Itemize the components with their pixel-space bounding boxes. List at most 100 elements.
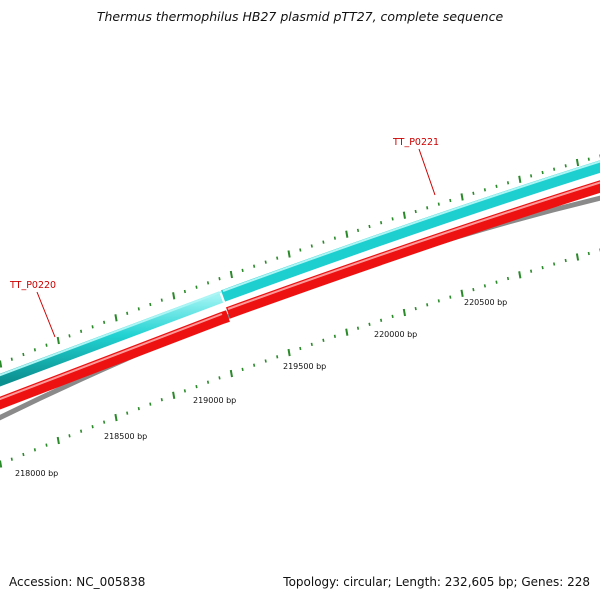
- inner-scale-tick: [33, 448, 36, 452]
- outer-scale-tick: [126, 311, 129, 315]
- inner-scale-tick: [368, 322, 371, 326]
- outer-scale-tick: [45, 343, 48, 347]
- inner-scale-tick: [10, 457, 13, 461]
- outer-scale-tick: [495, 184, 498, 188]
- inner-scale-tick: [575, 253, 580, 261]
- gene-forward-tt-p0220[interactable]: [0, 291, 224, 387]
- outer-scale-tick: [414, 209, 417, 214]
- inner-scale-tick: [80, 429, 83, 433]
- inner-scale-tick: [402, 308, 406, 317]
- scale-label-219500: 219500 bp: [283, 362, 326, 371]
- outer-scale-tick: [518, 175, 522, 183]
- inner-scale-tick: [183, 389, 186, 393]
- inner-scale-tick: [172, 391, 176, 399]
- gene-forward-highlight: [0, 291, 222, 377]
- outer-scale-tick: [56, 336, 60, 345]
- inner-scale-tick: [264, 359, 267, 363]
- inner-scale-tick: [391, 314, 394, 319]
- outer-scale-tick: [564, 164, 567, 168]
- gene-label-tt-p0220[interactable]: TT_P0220: [9, 280, 56, 291]
- outer-scale-tick: [472, 191, 475, 195]
- inner-scale-tick: [506, 276, 510, 281]
- inner-scale-tick: [253, 363, 256, 367]
- outer-scale-tick: [137, 307, 140, 311]
- outer-scale-tick: [402, 211, 406, 219]
- outer-scale-tick: [287, 250, 291, 258]
- inner-scale-tick: [195, 384, 198, 389]
- gene-reverse-tt-p0220[interactable]: [0, 310, 230, 410]
- outer-scale-tick: [160, 298, 163, 302]
- outer-scale-tick: [380, 221, 383, 225]
- inner-scale-tick: [483, 284, 486, 288]
- outer-scale-tick: [183, 289, 186, 294]
- outer-scale-tick: [449, 198, 452, 203]
- inner-scale-tick: [460, 289, 464, 297]
- outer-scale-tick: [575, 158, 580, 167]
- outer-scale-tick: [241, 268, 244, 273]
- outer-scale-tick: [553, 167, 556, 171]
- inner-scale-tick: [553, 262, 556, 266]
- inner-scale-ticks: [0, 248, 600, 468]
- inner-scale-tick: [437, 299, 440, 303]
- scale-label-218000: 218000 bp: [15, 469, 58, 478]
- inner-scale-tick: [126, 411, 129, 415]
- outer-scale-tick: [172, 292, 176, 300]
- outer-scale-tick: [345, 230, 349, 238]
- outer-scale-tick: [229, 270, 233, 279]
- inner-scale-tick: [276, 355, 279, 359]
- inner-scale-tick: [45, 443, 48, 447]
- label-leader-tt-p0220: [36, 291, 56, 338]
- outer-scale-ticks: [0, 154, 600, 368]
- inner-scale-tick: [56, 436, 60, 445]
- inner-scale-tick: [241, 367, 244, 372]
- inner-scale-tick: [287, 348, 291, 357]
- outer-scale-tick: [22, 352, 25, 357]
- inner-scale-tick: [564, 258, 567, 263]
- inner-scale-tick: [160, 398, 163, 402]
- inner-scale-tick: [149, 402, 152, 406]
- outer-scale-tick: [506, 181, 510, 185]
- inner-scale-tick: [380, 318, 383, 322]
- scale-label-220000: 220000 bp: [374, 330, 417, 339]
- gene-reverse-highlight: [227, 181, 600, 310]
- outer-scale-tick: [33, 348, 36, 352]
- outer-scale-tick: [299, 248, 302, 252]
- inner-scale-tick: [587, 251, 590, 256]
- scale-label-220500: 220500 bp: [464, 298, 507, 307]
- outer-scale-tick: [276, 256, 279, 260]
- inner-scale-tick: [495, 280, 498, 284]
- gene-label-tt-p0221[interactable]: TT_P0221: [392, 137, 439, 148]
- inner-scale-tick: [218, 376, 221, 380]
- outer-scale-tick: [356, 228, 360, 233]
- outer-scale-tick: [253, 264, 256, 268]
- outer-scale-tick: [218, 277, 221, 281]
- outer-scale-tick: [80, 329, 83, 333]
- inner-scale-tick: [68, 434, 71, 438]
- gene-forward-tt-p0221[interactable]: [220, 160, 600, 302]
- outer-scale-tick: [437, 202, 440, 206]
- outer-scale-tick: [426, 206, 429, 210]
- outer-scale-tick: [483, 188, 486, 192]
- outer-scale-tick: [460, 193, 464, 201]
- outer-scale-tick: [91, 325, 94, 329]
- inner-scale-tick: [91, 425, 94, 429]
- map-title: Thermus thermophilus HB27 plasmid pTT27,…: [96, 9, 504, 24]
- gene-reverse-tt-p0221[interactable]: [225, 180, 600, 319]
- inner-scale-tick: [345, 328, 349, 336]
- outer-scale-tick: [114, 314, 118, 322]
- label-leader-tt-p0221: [418, 148, 436, 196]
- inner-scale-tick: [356, 326, 360, 330]
- inner-scale-tick: [426, 303, 429, 307]
- outer-scale-tick: [368, 224, 371, 229]
- outer-scale-tick: [391, 217, 394, 221]
- gene-forward-highlight: [222, 160, 600, 292]
- accession-text: Accession: NC_005838: [9, 575, 146, 589]
- scale-label-218500: 218500 bp: [104, 432, 147, 441]
- inner-scale-tick: [0, 460, 3, 468]
- outer-scale-tick: [541, 170, 544, 175]
- outer-scale-tick: [322, 240, 325, 244]
- inner-scale-tick: [414, 306, 417, 311]
- outer-scale-tick: [10, 357, 13, 361]
